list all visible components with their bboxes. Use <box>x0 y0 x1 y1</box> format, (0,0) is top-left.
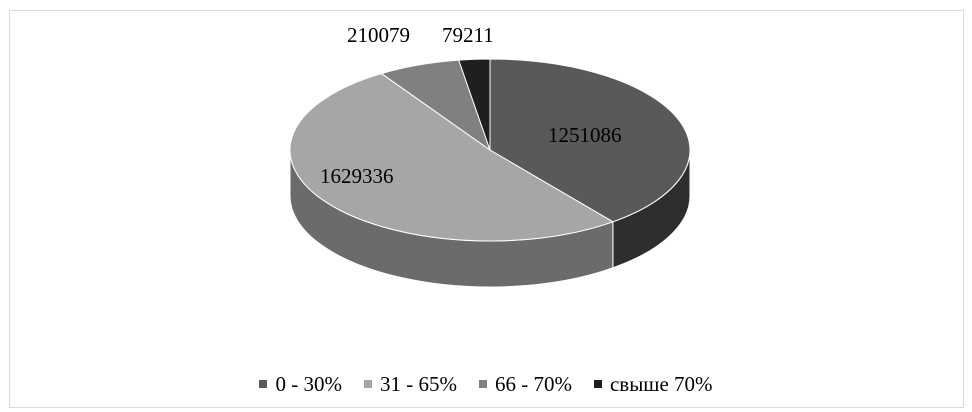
legend-item-66-70: 66 - 70% <box>478 371 572 397</box>
pie-slice-0-30 <box>489 58 691 223</box>
legend-item-over-70: свыше 70% <box>593 371 713 397</box>
legend-label-31-65: 31 - 65% <box>379 371 457 396</box>
legend-swatch-66-70 <box>478 380 487 388</box>
pie-slice-over-70 <box>458 58 491 151</box>
pie-chart: 1251086 1629336 210079 79211 <box>289 23 691 288</box>
legend-label-0-30: 0 - 30% <box>275 371 342 396</box>
label-over-70: 79211 <box>442 23 494 47</box>
label-0-30: 1251086 <box>548 123 622 147</box>
legend-swatch-0-30 <box>259 380 268 388</box>
legend-item-31-65: 31 - 65% <box>363 371 457 397</box>
legend-swatch-over-70 <box>593 380 602 388</box>
legend-item-0-30: 0 - 30% <box>259 372 342 397</box>
label-66-70: 210079 <box>347 23 410 47</box>
legend-label-over-70: свыше 70% <box>609 371 713 396</box>
pie-slice-31-65 <box>289 73 615 242</box>
pie-labels: 1251086 1629336 210079 79211 <box>320 23 622 188</box>
pie-tops <box>289 58 691 242</box>
chart-legend: 0 - 30% 31 - 65% 66 - 70% свыше 70% <box>0 369 972 399</box>
label-31-65: 1629336 <box>320 164 394 188</box>
legend-label-66-70: 66 - 70% <box>494 371 572 396</box>
legend-swatch-31-65 <box>363 380 372 388</box>
